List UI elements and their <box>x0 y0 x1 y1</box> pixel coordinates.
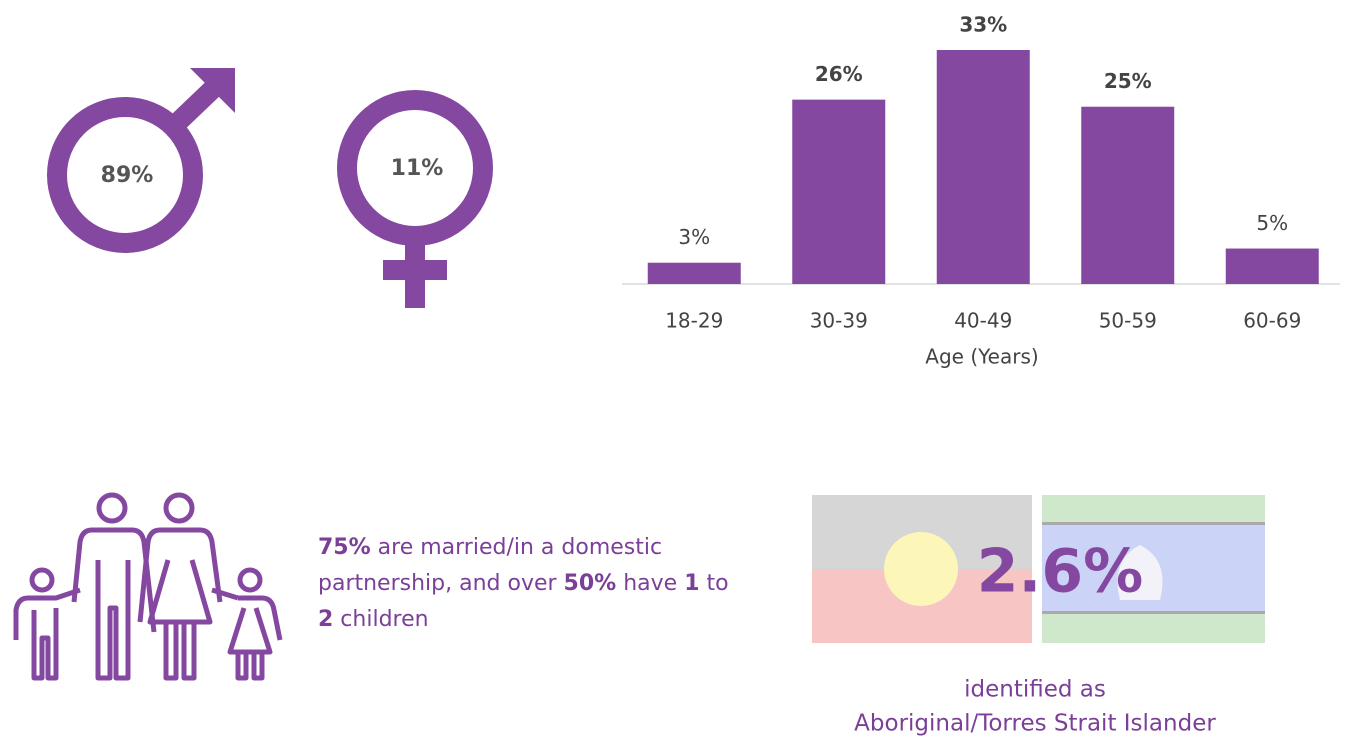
value-label: 26% <box>815 62 863 86</box>
x-tick-label: 40-49 <box>954 309 1012 333</box>
value-label: 33% <box>959 13 1007 37</box>
family-text-segment: children <box>333 607 429 632</box>
torres-strait-flag <box>1042 495 1265 643</box>
male-percent: 89% <box>101 163 154 188</box>
indigenous-caption: Aboriginal/Torres Strait Islander <box>854 711 1216 736</box>
indigenous-percent: 2.6% <box>977 537 1143 607</box>
bar <box>936 50 1030 284</box>
indigenous-caption: identified as <box>964 677 1106 703</box>
x-tick-label: 50-59 <box>1099 309 1157 333</box>
value-label: 3% <box>678 225 710 249</box>
bar <box>1225 248 1319 284</box>
family-text-segment: to <box>699 571 729 596</box>
male-arrow <box>190 68 235 113</box>
x-axis-label: Age (Years) <box>925 345 1038 369</box>
female-symbol <box>337 90 493 308</box>
female-percent: 11% <box>391 156 444 181</box>
bar <box>647 262 741 284</box>
bar <box>1081 106 1175 285</box>
family-text-segment: 50% <box>563 571 617 596</box>
family-text-segment: are married/in a domestic partnership, a… <box>318 535 663 596</box>
value-label: 5% <box>1256 211 1288 235</box>
x-tick-label: 30-39 <box>810 309 868 333</box>
value-label: 25% <box>1104 69 1152 93</box>
x-tick-label: 60-69 <box>1243 309 1301 333</box>
bar <box>792 99 886 285</box>
family-text-segment: have <box>616 571 685 596</box>
family-text: 75% are married/in a domestic partnershi… <box>318 530 738 638</box>
aboriginal-flag <box>812 495 1032 643</box>
x-tick-label: 18-29 <box>665 309 723 333</box>
family-text-segment: 2 <box>318 607 334 632</box>
family-text-segment: 1 <box>684 571 700 596</box>
family-icon <box>13 492 283 681</box>
family-text-segment: 75% <box>318 535 371 560</box>
